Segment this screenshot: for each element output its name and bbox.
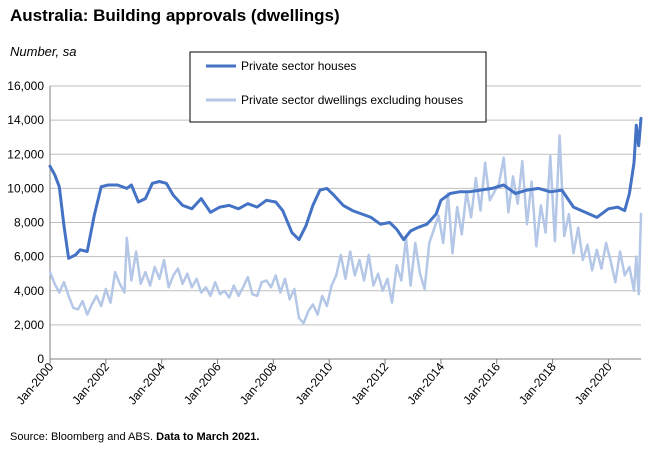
x-tick-label: Jan-2008: [237, 360, 280, 408]
series: [48, 116, 643, 325]
x-tick-label: Jan-2014: [404, 360, 447, 408]
axes: 0 2,000 4,000 6,000 8,000 10,000 12,000 14,000 1…: [7, 79, 641, 407]
y-tick-label: 8,000: [14, 216, 44, 230]
x-tick-label: Jan-2012: [348, 360, 391, 408]
x-tick-label: Jan-2016: [460, 360, 503, 408]
x-tick-label: Jan-2018: [516, 360, 559, 408]
source-text: Source: Bloomberg and ABS.: [10, 431, 154, 443]
y-tick-label: 4,000: [14, 284, 44, 298]
data-note: Data to March 2021.: [156, 431, 260, 443]
others-series-line: [48, 134, 643, 325]
y-tick-label: 0: [37, 352, 44, 366]
legend-label-others: Private sector dwellings excluding house…: [241, 93, 463, 107]
y-tick-label: 10,000: [7, 181, 44, 195]
source-note: Source: Bloomberg and ABS. Data to March…: [10, 431, 259, 443]
y-tick-label: 14,000: [7, 113, 44, 127]
x-tick-label: Jan-2002: [69, 360, 112, 408]
houses-series-line: [48, 116, 643, 260]
x-tick-label: Jan-2006: [181, 360, 224, 408]
y-axis-unit-label: Number, sa: [10, 44, 77, 59]
x-tick-label: Jan-2004: [125, 360, 168, 408]
y-tick-label: 2,000: [14, 318, 44, 332]
x-tick-label: Jan-2010: [293, 360, 336, 408]
x-tick-label: Jan-2020: [572, 360, 615, 408]
y-tick-label: 6,000: [14, 250, 44, 264]
y-tick-label: 12,000: [7, 147, 44, 161]
legend-box: [189, 51, 487, 123]
legend: Private sector houses Private sector dwe…: [189, 51, 487, 123]
x-tick-label: Jan-2000: [13, 360, 56, 408]
chart-title: Australia: Building approvals (dwellings…: [10, 6, 340, 25]
legend-label-houses: Private sector houses: [241, 59, 356, 73]
y-tick-label: 16,000: [7, 79, 44, 93]
